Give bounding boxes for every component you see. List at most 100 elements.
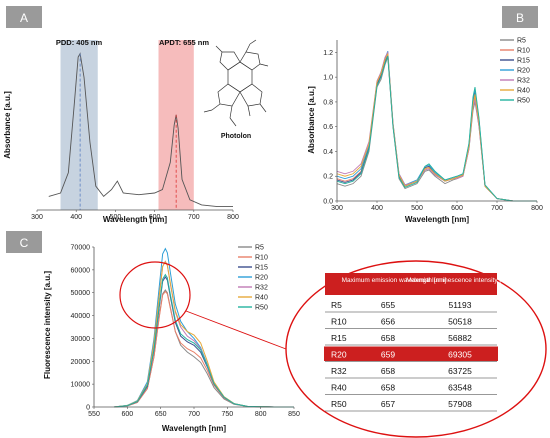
b-x-tick-label: 800 xyxy=(531,205,543,212)
b-x-axis-label: Wavelength [nm] xyxy=(405,215,469,224)
c-x-tick-label: 600 xyxy=(121,411,133,418)
panel-b-badge xyxy=(502,6,538,28)
table-row-highlight xyxy=(324,346,498,361)
b-legend-label-r20: R20 xyxy=(517,68,530,75)
b-series-r15 xyxy=(336,54,537,202)
c-x-axis-label: Wavelength [nm] xyxy=(162,424,226,433)
b-y-tick-label: 0.8 xyxy=(323,99,333,106)
panel-b-badge-label: B xyxy=(516,11,524,25)
b-y-tick-label: 1.2 xyxy=(323,50,333,57)
a-x-tick-label: 700 xyxy=(188,214,200,221)
panel-a-badge-label: A xyxy=(20,11,28,25)
c-legend: R5 R10 R15 R20 R32 R40 R50 xyxy=(238,245,268,312)
b-x-tick-label: 700 xyxy=(491,205,503,212)
b-series-r20 xyxy=(336,50,537,202)
table-cell-intensity: 57908 xyxy=(448,399,472,409)
b-x-tick-label: 400 xyxy=(371,205,383,212)
c-y-axis-label: Fluorescence intensity [a.u.] xyxy=(43,271,52,379)
c-y-tick-label: 60000 xyxy=(71,267,91,274)
c-y-tick-label: 70000 xyxy=(71,245,91,252)
table-cell-intensity: 63548 xyxy=(448,383,472,393)
table-cell-intensity: 56882 xyxy=(448,333,472,343)
panel-c-badge-label: C xyxy=(20,236,29,250)
table-cell-sample: R15 xyxy=(331,333,347,343)
b-x-tick-label: 300 xyxy=(331,205,343,212)
b-legend-label-r40: R40 xyxy=(517,88,530,95)
table-cell-intensity: 50518 xyxy=(448,317,472,327)
c-y-tick-label: 40000 xyxy=(71,313,91,320)
c-x-tick-label: 750 xyxy=(221,411,233,418)
c-x-tick-label: 700 xyxy=(188,411,200,418)
b-y-tick-label: 1.0 xyxy=(323,75,333,82)
table-cell-wavelength: 659 xyxy=(381,350,395,360)
b-legend-label-r32: R32 xyxy=(517,78,530,85)
table-cell-sample: R40 xyxy=(331,383,347,393)
c-y-tick-label: 20000 xyxy=(71,359,91,366)
emission-table: Maximum emission wavelength [nm] Maxmial… xyxy=(324,273,514,412)
a-x-tick-label: 500 xyxy=(110,214,122,221)
b-x-tick-label: 500 xyxy=(411,205,423,212)
a-absorbance-line xyxy=(48,52,233,208)
table-cell-wavelength: 658 xyxy=(381,333,395,343)
b-series-r32 xyxy=(336,50,537,202)
c-series-r50 xyxy=(113,273,294,408)
a-band1-label: PDD: 405 nm xyxy=(56,38,103,47)
panel-c-badge xyxy=(6,231,42,253)
b-y-tick-label: 0.4 xyxy=(323,149,333,156)
panel-b-chart: B 300 400 500 600 700 800 0.0 0.2 0.4 0.6 0.8 1.0 1… xyxy=(307,6,543,224)
table-cell-sample: R20 xyxy=(331,350,347,360)
b-series-r5 xyxy=(336,57,537,202)
table-cell-wavelength: 658 xyxy=(381,383,395,393)
table-cell-sample: R10 xyxy=(331,317,347,327)
b-series-r50 xyxy=(336,55,537,202)
b-legend-label-r10: R10 xyxy=(517,48,530,55)
photolon-molecule-diagram xyxy=(203,39,269,127)
table-header-col2: Maximum emission wavelength [nm] xyxy=(342,277,447,284)
c-legend-label-r5: R5 xyxy=(255,245,264,252)
table-cell-intensity: 69305 xyxy=(448,350,472,360)
c-zoom-connector xyxy=(185,310,287,350)
c-x-tick-label: 650 xyxy=(155,411,167,418)
a-x-tick-label: 600 xyxy=(149,214,161,221)
c-legend-label-r20: R20 xyxy=(255,275,268,282)
table-cell-sample: R32 xyxy=(331,366,347,376)
table-cell-wavelength: 658 xyxy=(381,366,395,376)
b-legend: R5 R10 R15 R20 R32 R40 R50 xyxy=(500,38,530,105)
c-y-tick-label: 50000 xyxy=(71,290,91,297)
c-y-tick-label: 30000 xyxy=(71,336,91,343)
a-y-axis-label: Absorbance [a.u.] xyxy=(3,91,12,159)
c-table-ellipse xyxy=(285,260,547,438)
c-series-r20 xyxy=(113,247,294,408)
c-legend-label-r40: R40 xyxy=(255,295,268,302)
b-y-tick-label: 0.2 xyxy=(323,174,333,181)
a-x-tick-label: 300 xyxy=(31,214,43,221)
a-x-tick-label: 800 xyxy=(227,214,239,221)
b-legend-label-r15: R15 xyxy=(517,58,530,65)
b-legend-label-r5: R5 xyxy=(517,38,526,45)
b-y-axis-label: Absorbance [a.u.] xyxy=(307,86,316,154)
c-legend-label-r32: R32 xyxy=(255,285,268,292)
a-band-1 xyxy=(60,40,98,210)
table-cell-wavelength: 657 xyxy=(381,399,395,409)
c-x-tick-label: 800 xyxy=(255,411,267,418)
table-cell-wavelength: 656 xyxy=(381,317,395,327)
b-x-tick-label: 600 xyxy=(451,205,463,212)
b-legend-label-r50: R50 xyxy=(517,98,530,105)
table-cell-intensity: 63725 xyxy=(448,366,472,376)
table-cell-sample: R50 xyxy=(331,399,347,409)
panel-c-chart: C 550 600 650 700 750 800 850 0 10000 20000 30000… xyxy=(6,231,547,438)
c-x-tick-label: 850 xyxy=(288,411,300,418)
b-series-r10 xyxy=(336,53,537,202)
c-y-tick-label: 0 xyxy=(86,405,90,412)
c-x-tick-label: 550 xyxy=(88,411,100,418)
panel-a-badge xyxy=(6,6,42,28)
a-x-tick-label: 400 xyxy=(70,214,82,221)
a-x-axis-label: Wavelength [nm] xyxy=(103,215,167,224)
c-y-tick-label: 10000 xyxy=(71,382,91,389)
table-cell-sample: R5 xyxy=(331,300,342,310)
panel-a-chart: A 300 400 500 600 700 800 Wavelength [nm] Abs… xyxy=(3,6,269,224)
table-cell-intensity: 51193 xyxy=(448,300,471,310)
c-zoom-circle xyxy=(119,261,191,329)
c-legend-label-r10: R10 xyxy=(255,255,268,262)
photolon-label: Photolon xyxy=(221,133,251,140)
